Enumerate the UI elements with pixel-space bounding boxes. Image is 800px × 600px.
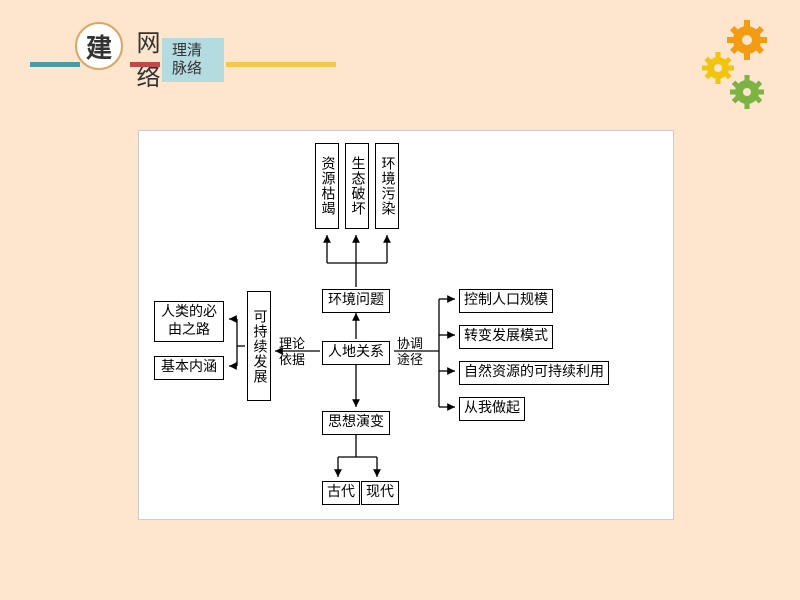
node-modern: 现代: [361, 481, 399, 505]
decor-line-teal: [30, 62, 80, 67]
node-human-path-text: 人类的必由之路: [161, 305, 217, 338]
node-resource-depletion: 资源枯竭: [315, 143, 339, 229]
node-env-problem: 环境问题: [322, 289, 390, 313]
node-self-start: 从我做起: [459, 397, 525, 421]
node-resource-sust: 自然资源的可持续利用: [459, 361, 609, 385]
label-basis: 依据: [279, 349, 305, 368]
node-change-model: 转变发展模式: [459, 325, 553, 349]
node-sustainable: 可持续发展: [247, 291, 271, 401]
node-human-path: 人类的必由之路: [154, 301, 224, 342]
header-subtitle: 理清脉络: [162, 38, 224, 82]
node-env-pollution: 环境污染: [375, 143, 399, 229]
node-eco-damage: 生态破坏: [345, 143, 369, 229]
decor-line-yellow: [226, 62, 336, 67]
node-center: 人地关系: [322, 341, 390, 365]
decor-line-red: [130, 62, 160, 67]
node-control-pop: 控制人口规模: [459, 289, 553, 313]
label-path: 途径: [397, 349, 423, 368]
node-basic-content: 基本内涵: [154, 356, 224, 380]
node-thought-evolve: 思想演变: [322, 411, 390, 435]
gears-icon: [692, 18, 782, 123]
diagram-container: 资源枯竭 生态破坏 环境污染 环境问题 人地关系 思想演变 古代 现代 可持续发…: [138, 130, 674, 520]
node-ancient: 古代: [322, 481, 360, 505]
header-badge: 建: [75, 22, 123, 70]
